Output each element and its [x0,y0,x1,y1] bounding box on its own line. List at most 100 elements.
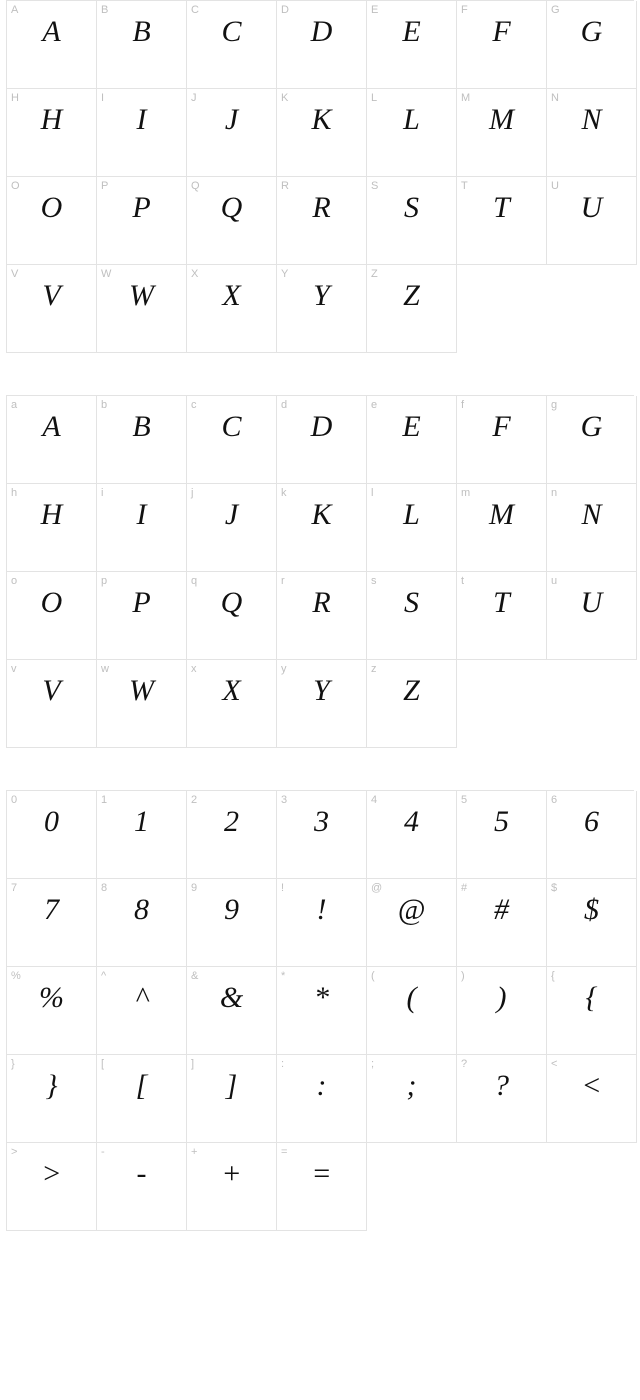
glyph-cell: UU [547,177,637,265]
glyph-char: } [7,1069,96,1103]
glyph-char: : [277,1069,366,1103]
glyph-char: I [97,103,186,137]
glyph-cell: 33 [277,791,367,879]
glyph-char: 2 [187,805,276,839]
glyph-cell: 66 [547,791,637,879]
glyph-cell: WW [97,265,187,353]
glyph-cell: hH [7,484,97,572]
glyph-cell: CC [187,1,277,89]
glyph-char: Z [367,674,456,708]
glyph-cell: FF [457,1,547,89]
glyph-grid: AABBCCDDEEFFGGHHIIJJKKLLMMNNOOPPQQRRSSTT… [6,0,634,353]
glyph-cell: @@ [367,879,457,967]
glyph-cell: eE [367,396,457,484]
glyph-cell: >> [7,1143,97,1231]
glyph-grid: 00112233445566778899!!@@##$$%%^^&&**(())… [6,790,634,1231]
glyph-cell: ^^ [97,967,187,1055]
glyph-cell: TT [457,177,547,265]
glyph-char: 3 [277,805,366,839]
glyph-cell: 44 [367,791,457,879]
glyph-cell: 88 [97,879,187,967]
glyph-cell: == [277,1143,367,1231]
glyph-cell: xX [187,660,277,748]
glyph-cell: KK [277,89,367,177]
glyph-cell: -- [97,1143,187,1231]
glyph-cell: iI [97,484,187,572]
glyph-cell: GG [547,1,637,89]
glyph-char: # [457,893,546,927]
glyph-char: F [457,410,546,444]
glyph-char: R [277,191,366,225]
glyph-cell: 00 [7,791,97,879]
glyph-char: N [547,103,636,137]
glyph-char: Z [367,279,456,313]
glyph-cell: zZ [367,660,457,748]
glyph-char: O [7,191,96,225]
glyph-char: 8 [97,893,186,927]
glyph-cell: LL [367,89,457,177]
glyph-cell: dD [277,396,367,484]
glyph-char: C [187,410,276,444]
glyph-char: A [7,410,96,444]
glyph-char: P [97,586,186,620]
glyph-char: C [187,15,276,49]
glyph-char: T [457,191,546,225]
glyph-cell: ++ [187,1143,277,1231]
glyph-cell: BB [97,1,187,89]
glyph-block-uppercase: AABBCCDDEEFFGGHHIIJJKKLLMMNNOOPPQQRRSSTT… [6,0,634,353]
glyph-char: ^ [97,981,186,1015]
glyph-char: L [367,103,456,137]
glyph-char: E [367,410,456,444]
glyph-char: G [547,410,636,444]
glyph-cell: [[ [97,1055,187,1143]
glyph-cell: 55 [457,791,547,879]
glyph-cell: oO [7,572,97,660]
glyph-char: D [277,410,366,444]
glyph-cell: !! [277,879,367,967]
glyph-char: Y [277,674,366,708]
glyph-char: W [97,674,186,708]
glyph-char: F [457,15,546,49]
glyph-char: + [187,1157,276,1191]
glyph-cell: EE [367,1,457,89]
glyph-cell: && [187,967,277,1055]
glyph-cell: tT [457,572,547,660]
glyph-char: H [7,103,96,137]
glyph-char: P [97,191,186,225]
glyph-block-lowercase: aAbBcCdDeEfFgGhHiIjJkKlLmMnNoOpPqQrRsStT… [6,395,634,748]
glyph-cell: ]] [187,1055,277,1143]
glyph-char: W [97,279,186,313]
glyph-char: X [187,674,276,708]
glyph-cell: :: [277,1055,367,1143]
glyph-cell: kK [277,484,367,572]
glyph-cell: bB [97,396,187,484]
glyph-cell: }} [7,1055,97,1143]
glyph-cell: {{ [547,967,637,1055]
glyph-char: @ [367,893,456,927]
glyph-cell: vV [7,660,97,748]
glyph-cell: 77 [7,879,97,967]
glyph-cell: NN [547,89,637,177]
glyph-char: * [277,981,366,1015]
glyph-char: S [367,586,456,620]
glyph-char: R [277,586,366,620]
glyph-char: T [457,586,546,620]
glyph-cell: HH [7,89,97,177]
glyph-cell: (( [367,967,457,1055]
glyph-char: M [457,498,546,532]
glyph-cell: jJ [187,484,277,572]
glyph-char: ! [277,893,366,927]
glyph-cell: fF [457,396,547,484]
glyph-char: A [7,15,96,49]
glyph-char: 4 [367,805,456,839]
glyph-char: S [367,191,456,225]
glyph-cell: ZZ [367,265,457,353]
glyph-char: D [277,15,366,49]
glyph-cell: YY [277,265,367,353]
glyph-char: K [277,103,366,137]
glyph-cell: ## [457,879,547,967]
glyph-char: V [7,279,96,313]
glyph-char: ? [457,1069,546,1103]
glyph-cell: II [97,89,187,177]
glyph-cell: JJ [187,89,277,177]
